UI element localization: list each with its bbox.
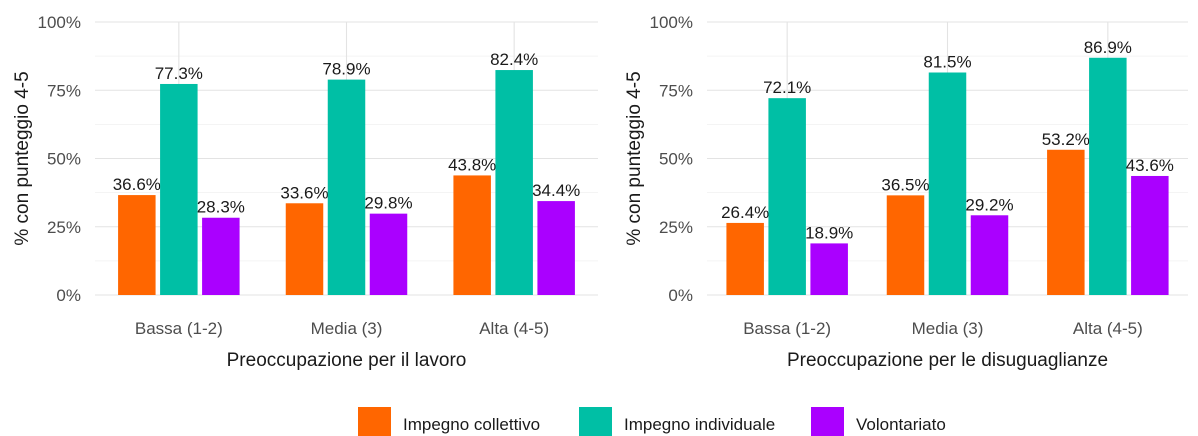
legend-swatch-impegno-collettivo bbox=[358, 407, 391, 436]
bar-value-label: 86.9% bbox=[1084, 38, 1132, 57]
bar-volontariato bbox=[537, 201, 575, 295]
bar-value-label: 26.4% bbox=[721, 203, 769, 222]
bar-volontariato bbox=[1131, 175, 1169, 295]
bar-value-label: 28.3% bbox=[197, 198, 245, 217]
bar-value-label: 18.9% bbox=[805, 223, 853, 242]
chart-panel-inequality: 0% 25% 50% 75% 100% 26.4% 72.1% 18.9% Bassa (1-2… bbox=[624, 13, 1188, 371]
x-tick-label: Bassa (1-2) bbox=[743, 319, 831, 338]
bar-impegno-collettivo bbox=[886, 195, 925, 295]
legend-label: Impegno individuale bbox=[624, 415, 775, 434]
bar-value-label: 34.4% bbox=[532, 181, 580, 200]
bar-value-label: 53.2% bbox=[1042, 130, 1090, 149]
x-tick-label: Bassa (1-2) bbox=[135, 319, 223, 338]
y-tick-label: 100% bbox=[38, 13, 81, 32]
legend-swatch-impegno-individuale bbox=[579, 407, 612, 436]
bar-volontariato bbox=[369, 213, 408, 295]
bar-impegno-individuale bbox=[1089, 57, 1127, 295]
bar-impegno-individuale bbox=[327, 79, 366, 295]
bar-impegno-collettivo bbox=[726, 222, 764, 295]
y-tick-label: 75% bbox=[659, 81, 693, 100]
bar-value-label: 77.3% bbox=[155, 64, 203, 83]
x-tick-label: Media (3) bbox=[311, 319, 383, 338]
chart-panel-work: 0% 25% 50% 75% 100% 36.6% 77.3% 28.3% Bassa (1-2… bbox=[12, 13, 598, 371]
bar-volontariato bbox=[970, 215, 1009, 295]
bar-impegno-collettivo bbox=[453, 175, 491, 295]
bar-impegno-individuale bbox=[160, 83, 198, 295]
y-tick-label: 25% bbox=[659, 218, 693, 237]
bar-volontariato bbox=[810, 243, 848, 295]
y-tick-label: 50% bbox=[47, 150, 81, 169]
bar-value-label: 82.4% bbox=[490, 50, 538, 69]
y-tick-label: 100% bbox=[650, 13, 693, 32]
bar-value-label: 29.8% bbox=[364, 194, 412, 213]
bar-impegno-individuale bbox=[928, 72, 967, 295]
bar-volontariato bbox=[202, 217, 240, 295]
y-tick-label: 50% bbox=[659, 150, 693, 169]
x-axis-title: Preoccupazione per il lavoro bbox=[227, 350, 467, 371]
bar-value-label: 33.6% bbox=[280, 183, 328, 202]
y-tick-label: 75% bbox=[47, 81, 81, 100]
bar-value-label: 43.8% bbox=[448, 155, 496, 174]
bar-value-label: 81.5% bbox=[923, 53, 971, 72]
bar-value-label: 43.6% bbox=[1126, 156, 1174, 175]
legend-label: Volontariato bbox=[856, 415, 946, 434]
legend-swatch-volontariato bbox=[811, 407, 844, 436]
bar-value-label: 36.6% bbox=[113, 175, 161, 194]
bar-impegno-individuale bbox=[768, 98, 806, 296]
x-axis-title: Preoccupazione per le disuguaglianze bbox=[787, 350, 1108, 371]
bar-value-label: 78.9% bbox=[322, 60, 370, 79]
y-axis-title: % con punteggio 4-5 bbox=[624, 71, 645, 245]
chart-legend: Impegno collettivo Impegno individuale Vol… bbox=[358, 407, 946, 436]
bar-impegno-collettivo bbox=[118, 195, 156, 295]
y-tick-label: 25% bbox=[47, 218, 81, 237]
bar-value-label: 72.1% bbox=[763, 78, 811, 97]
bar-impegno-collettivo bbox=[1047, 149, 1085, 295]
bar-value-label: 29.2% bbox=[965, 195, 1013, 214]
y-axis-title: % con punteggio 4-5 bbox=[12, 71, 33, 245]
x-tick-label: Alta (4-5) bbox=[479, 319, 549, 338]
y-tick-label: 0% bbox=[56, 286, 81, 305]
x-tick-label: Media (3) bbox=[912, 319, 984, 338]
bar-impegno-individuale bbox=[495, 70, 533, 295]
bar-impegno-collettivo bbox=[285, 203, 324, 295]
x-tick-label: Alta (4-5) bbox=[1073, 319, 1143, 338]
bar-value-label: 36.5% bbox=[881, 175, 929, 194]
y-tick-label: 0% bbox=[668, 286, 693, 305]
legend-label: Impegno collettivo bbox=[403, 415, 540, 434]
